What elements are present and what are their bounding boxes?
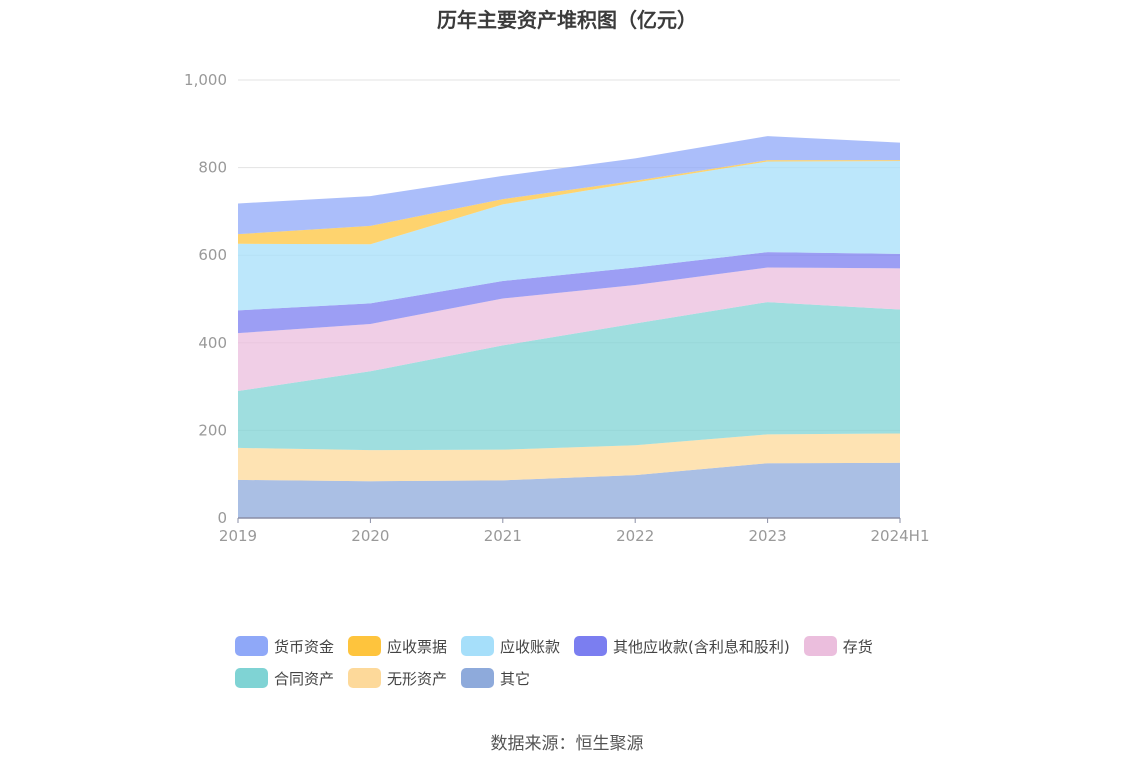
- area-series-4[interactable]: [238, 267, 900, 391]
- legend-swatch: [348, 668, 382, 688]
- legend-label: 合同资产: [274, 669, 335, 688]
- legend-swatch: [235, 668, 268, 688]
- chart-title: 历年主要资产堆积图（亿元）: [437, 8, 697, 32]
- legend-item[interactable]: 应收账款: [461, 636, 560, 657]
- area-series-1[interactable]: [238, 462, 900, 518]
- area-series-8[interactable]: [238, 136, 900, 235]
- legend-swatch: [348, 636, 382, 656]
- legend-label: 应收票据: [387, 637, 448, 656]
- legend-swatch: [803, 636, 837, 656]
- y-tick-label: 0: [217, 509, 227, 527]
- legend-item[interactable]: 其它: [461, 668, 530, 689]
- x-tick-label: 2023: [749, 527, 787, 545]
- area-series-7[interactable]: [238, 160, 900, 245]
- legend-swatch: [235, 636, 268, 656]
- y-tick-label: 1,000: [184, 71, 227, 89]
- legend-item[interactable]: 应收票据: [348, 636, 447, 657]
- area-series-5[interactable]: [238, 252, 900, 334]
- legend-item[interactable]: 其他应收款(含利息和股利): [574, 636, 790, 657]
- y-tick-label: 200: [198, 421, 227, 439]
- legend: 货币资金 应收票据 应收账款 其他应收款(含利息和股利) 存货 合同资产 无形资产 其它: [235, 630, 935, 694]
- legend-label: 应收账款: [500, 637, 561, 656]
- source-note: 数据来源：恒生聚源: [490, 734, 644, 754]
- x-tick-label: 2021: [484, 527, 522, 545]
- x-tick-label: 2024H1: [871, 527, 930, 545]
- legend-swatch: [461, 668, 495, 688]
- legend-item[interactable]: 存货: [803, 636, 873, 657]
- x-tick-label: 2020: [351, 527, 389, 545]
- legend-label: 其它: [500, 669, 531, 688]
- area-series-6[interactable]: [238, 161, 900, 311]
- x-tick-label: 2019: [219, 527, 257, 545]
- y-tick-label: 600: [198, 246, 227, 264]
- legend-swatch: [574, 636, 608, 656]
- y-tick-label: 400: [198, 334, 227, 352]
- area-series-3[interactable]: [238, 302, 900, 451]
- legend-label: 无形资产: [387, 669, 448, 688]
- x-tick-label: 2022: [616, 527, 654, 545]
- legend-item[interactable]: 合同资产: [235, 668, 334, 689]
- legend-item[interactable]: 无形资产: [348, 668, 447, 689]
- legend-label: 其他应收款(含利息和股利): [613, 637, 790, 656]
- legend-label: 存货: [842, 637, 873, 656]
- legend-item[interactable]: 货币资金: [235, 636, 334, 657]
- y-tick-label: 800: [198, 159, 227, 177]
- area-series-2[interactable]: [238, 433, 900, 482]
- legend-label: 货币资金: [274, 637, 335, 656]
- legend-swatch: [461, 636, 495, 656]
